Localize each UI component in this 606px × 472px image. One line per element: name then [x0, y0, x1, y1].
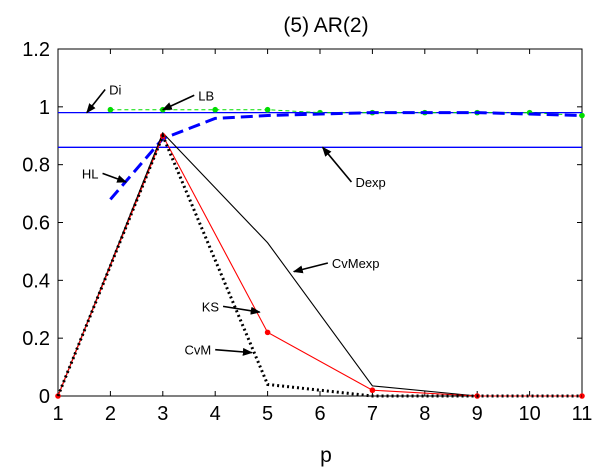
y-tick-label: 0.4 [22, 270, 50, 292]
y-tick-label: 1 [39, 97, 50, 119]
x-tick-label: 8 [419, 403, 430, 425]
series-lb-point [107, 106, 114, 113]
y-tick-label: 1.2 [22, 39, 50, 61]
chart-title: (5) AR(2) [283, 14, 368, 37]
x-tick-label: 9 [472, 403, 483, 425]
annotation-cvmexp-arrow [292, 262, 329, 274]
x-tick-label: 2 [105, 403, 116, 425]
series-lb-point [212, 106, 218, 113]
annotation-cvm-label: CvM [184, 343, 211, 358]
x-tick-label: 5 [262, 403, 273, 425]
x-axis-label: p [320, 444, 332, 467]
annotation-hl-label: HL [82, 166, 99, 181]
series-lb-point [579, 112, 585, 119]
annotation-di-label: Di [109, 82, 121, 97]
series-hl-line [109, 111, 583, 201]
y-tick-label: 0.2 [22, 328, 50, 350]
annotation-ks-label: KS [202, 299, 220, 314]
series-lb-point [264, 106, 271, 113]
x-tick-label: 7 [367, 403, 378, 425]
y-tick-label: 0.8 [22, 155, 50, 177]
x-tick-label: 1 [52, 403, 63, 425]
plot-frame [57, 48, 583, 397]
annotation-dexp-arrow [321, 146, 353, 183]
annotation-cvm-arrow [215, 347, 253, 356]
x-tick-label: 6 [314, 403, 325, 425]
x-tick-label: 10 [518, 403, 540, 425]
series-ks-point [264, 329, 271, 336]
series-ks-point [369, 387, 376, 394]
annotation-lb-label: LB [198, 88, 214, 103]
y-tick-label: 0 [39, 386, 50, 408]
y-tick-label: 0.6 [22, 213, 50, 235]
annotation-cvmexp-label: CvMexp [332, 256, 380, 271]
x-tick-label: 11 [572, 403, 593, 425]
x-tick-label: 4 [210, 403, 221, 425]
annotation-hl-arrow [102, 172, 128, 183]
series-cvm-line [56, 131, 582, 398]
x-tick-label: 3 [157, 403, 168, 425]
series-ks-line [57, 134, 582, 397]
annotation-dexp-label: Dexp [355, 175, 385, 190]
annotation-lb-arrow [161, 94, 195, 111]
annotation-ks-arrow [222, 305, 261, 315]
annotation-di-arrow [86, 88, 106, 114]
